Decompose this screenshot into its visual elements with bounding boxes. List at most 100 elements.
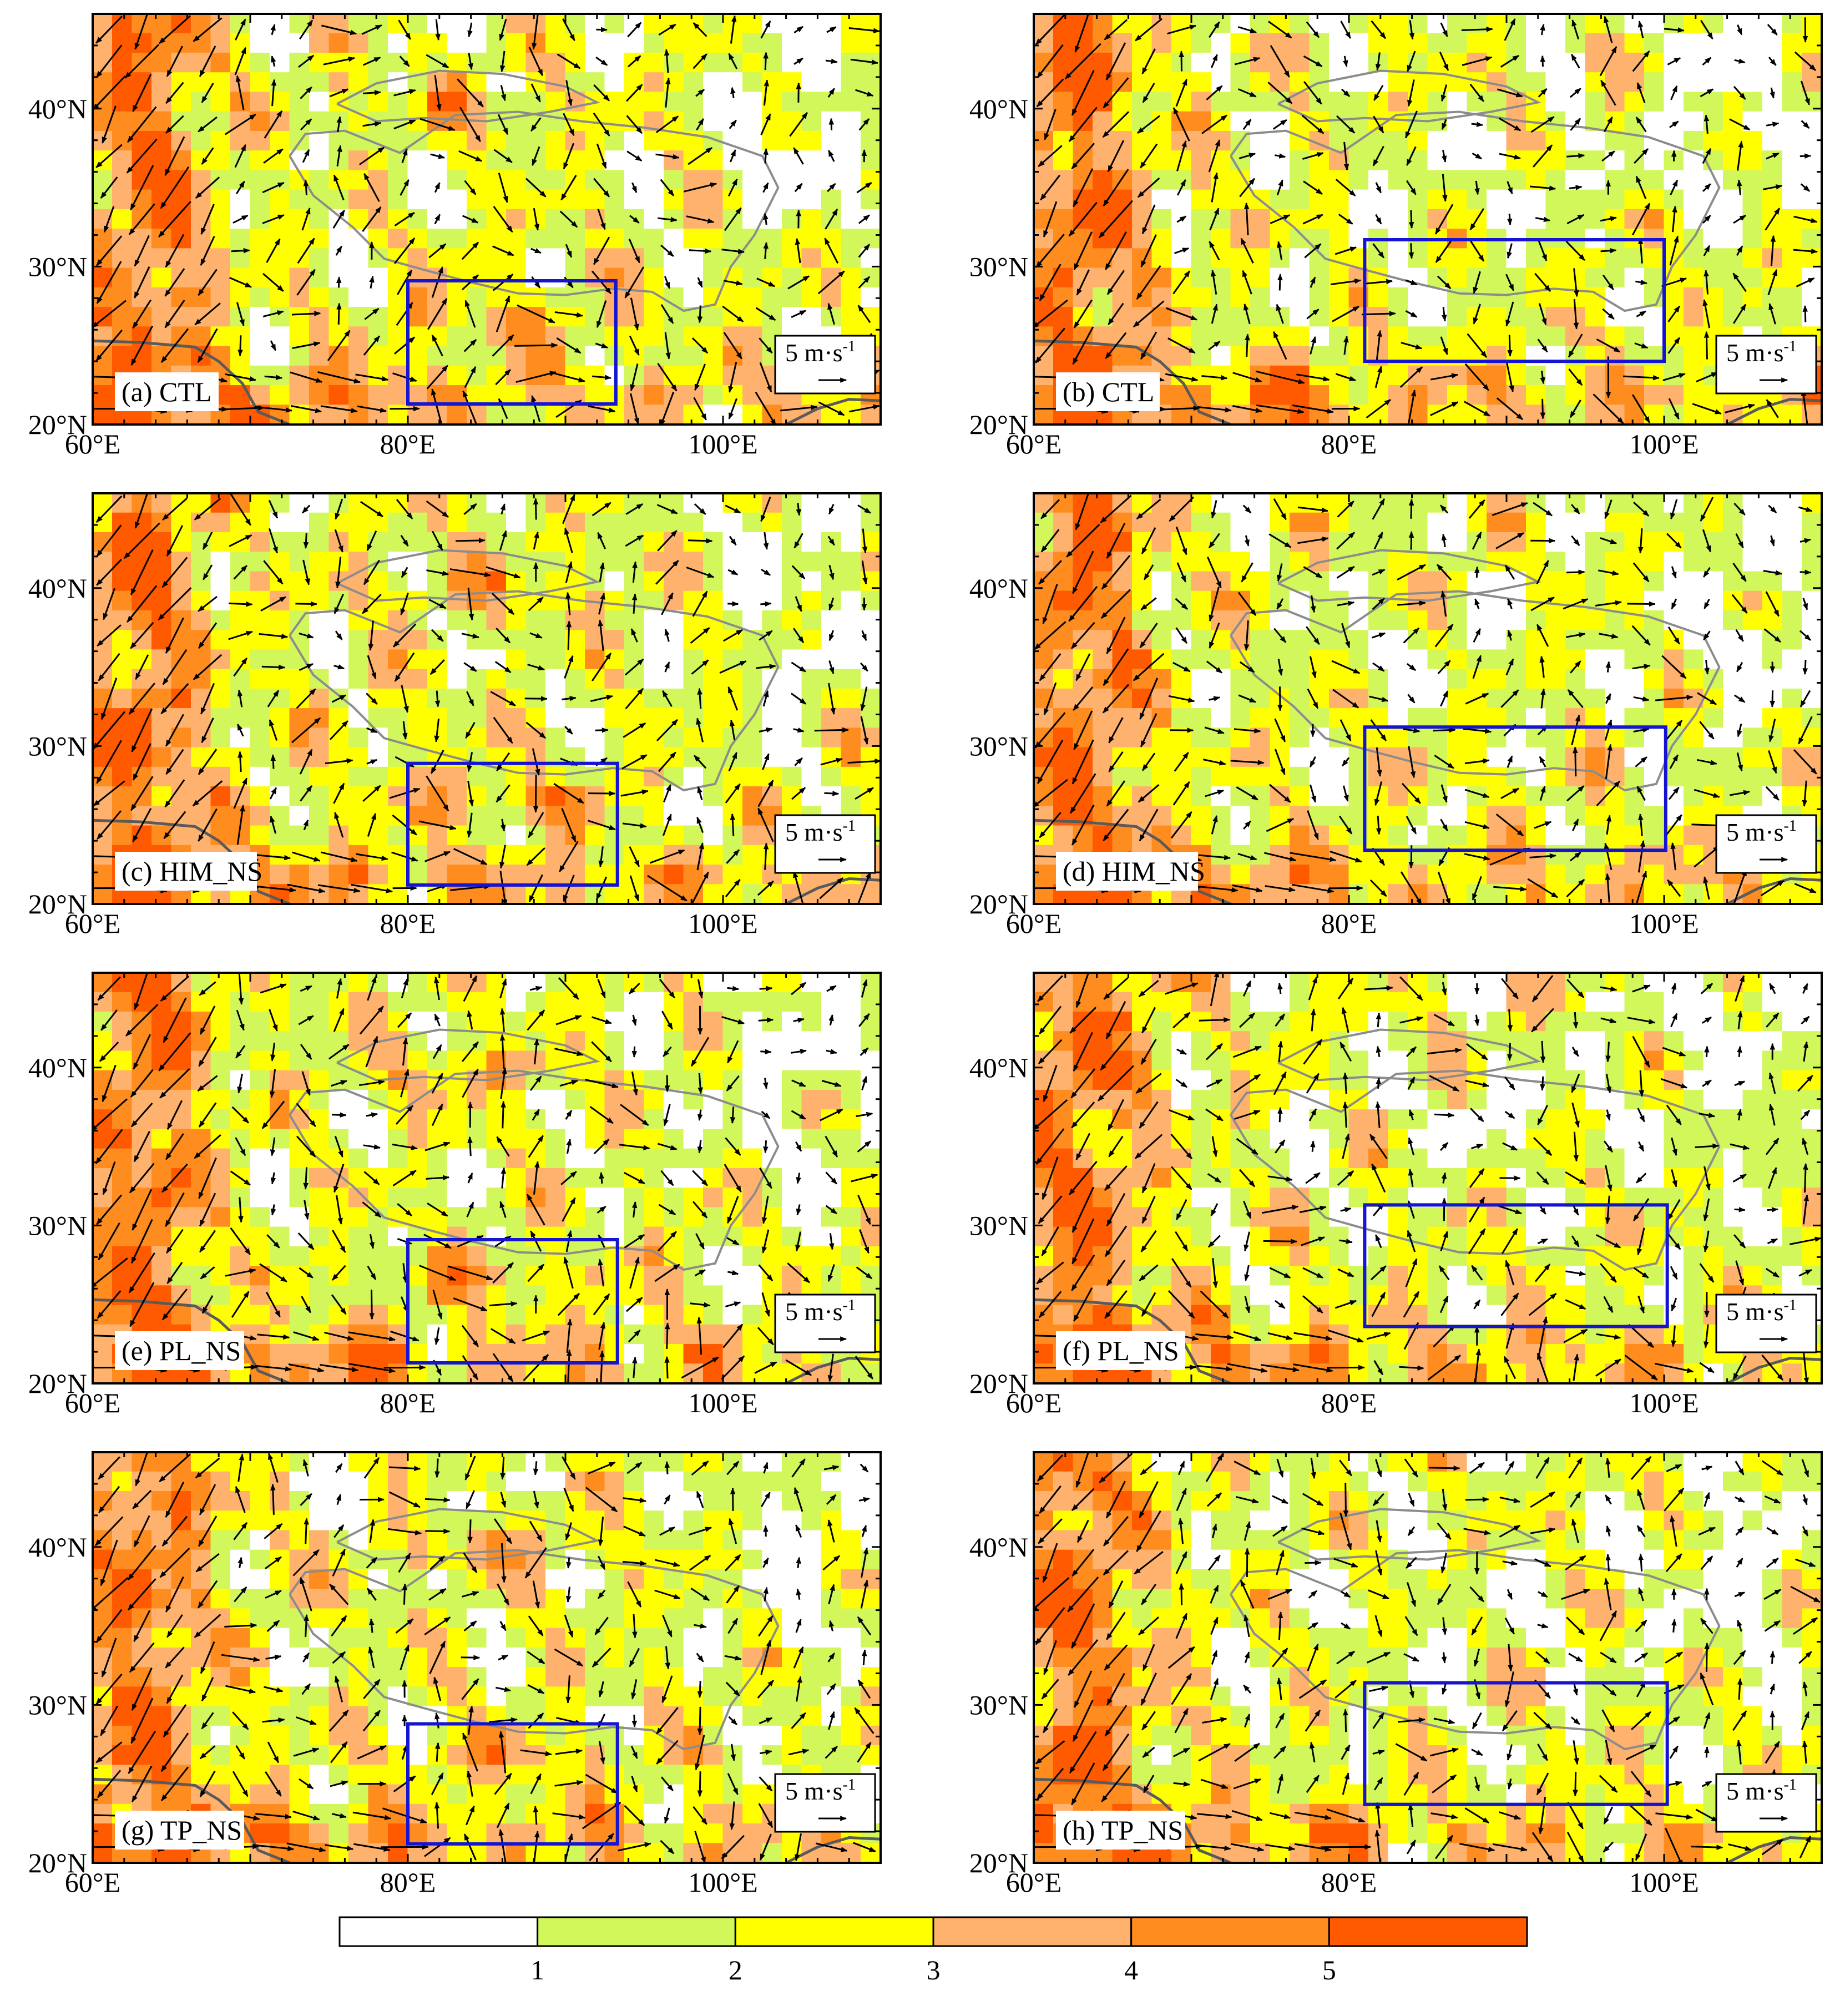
reference-vector-legend: 5 m·s-1 xyxy=(1715,814,1817,874)
reference-vector-legend: 5 m·s-1 xyxy=(1715,335,1817,395)
reference-vector-legend: 5 m·s-1 xyxy=(1715,1773,1817,1833)
colorbar-segment xyxy=(537,1916,736,1947)
focus-region-box xyxy=(1363,725,1667,852)
plateau-contour xyxy=(289,590,780,792)
coastline xyxy=(785,1836,881,1863)
lon-tick-label: 100°E xyxy=(1629,428,1699,459)
map-panel-c: 60°E 80°E 100°E 20°N 30°N 40°N (c) HIM_NS 5 m·s… xyxy=(28,492,882,939)
lon-tick-label: 60°E xyxy=(65,1387,121,1418)
coastline xyxy=(785,877,881,904)
map-panel-b: 60°E 80°E 100°E 20°N 30°N 40°N (b) CTL 5 m·s-1 xyxy=(969,13,1823,459)
lat-tick-label: 20°N xyxy=(969,1847,1028,1878)
focus-region-box xyxy=(406,1238,619,1365)
focus-region-box xyxy=(406,761,619,887)
focus-region-box xyxy=(406,279,618,406)
coastline xyxy=(785,397,881,425)
panel-label: (f) PL_NS xyxy=(1056,1331,1185,1370)
lon-tick-label: 60°E xyxy=(65,428,121,459)
lat-tick-label: 30°N xyxy=(28,1210,87,1241)
focus-region-box xyxy=(1363,1681,1669,1806)
colorbar-tick-label: 2 xyxy=(729,1954,742,1985)
colorbar-tick-label: 5 xyxy=(1322,1954,1336,1985)
focus-region-box xyxy=(406,1722,619,1846)
lon-tick-label: 60°E xyxy=(1006,1867,1062,1898)
lon-tick-label: 80°E xyxy=(380,908,436,939)
basin-contour xyxy=(1277,1508,1541,1561)
lon-tick-label: 100°E xyxy=(688,908,758,939)
lon-tick-label: 100°E xyxy=(1629,1867,1699,1898)
svg-text:(c) HIM_NS: (c) HIM_NS xyxy=(122,856,262,887)
coastline xyxy=(785,1356,881,1383)
lon-tick-label: 60°E xyxy=(1006,908,1062,939)
lat-tick-label: 40°N xyxy=(969,93,1028,124)
coastline xyxy=(93,1777,290,1863)
reference-vector-label: 5 m·s-1 xyxy=(1726,1776,1797,1805)
lat-tick-label: 30°N xyxy=(28,730,87,761)
lon-tick-label: 80°E xyxy=(1321,1387,1377,1418)
lat-tick-label: 20°N xyxy=(28,888,87,919)
lat-tick-label: 40°N xyxy=(28,93,87,124)
colorbar: 1 2 3 4 5 xyxy=(338,1916,1528,1985)
panel-frame xyxy=(1033,1451,1823,1864)
panel-label: (a) CTL xyxy=(115,372,219,411)
svg-text:(a) CTL: (a) CTL xyxy=(122,376,211,407)
lat-tick-label: 40°N xyxy=(28,1052,87,1083)
lon-tick-label: 100°E xyxy=(688,428,758,459)
lat-tick-label: 20°N xyxy=(969,409,1028,440)
lat-tick-label: 30°N xyxy=(28,1689,87,1720)
lat-tick-label: 20°N xyxy=(28,1847,87,1878)
map-panel-g: 60°E 80°E 100°E 20°N 30°N 40°N (g) TP_NS 5 m·s-… xyxy=(28,1451,882,1898)
map-panel-a: 60°E 80°E 100°E 20°N 30°N 40°N (a) CTL 5 m·s-1 xyxy=(28,13,882,459)
coastline xyxy=(1726,1356,1822,1383)
reference-vector-label: 5 m·s-1 xyxy=(785,338,856,367)
coastline xyxy=(1726,877,1822,904)
lat-tick-label: 30°N xyxy=(969,1210,1028,1241)
basin-contour xyxy=(1277,69,1541,123)
lon-tick-label: 80°E xyxy=(380,428,436,459)
lon-tick-label: 80°E xyxy=(380,1387,436,1418)
map-panel-h: 60°E 80°E 100°E 20°N 30°N 40°N (h) TP_NS 5 m·s-… xyxy=(969,1451,1823,1898)
basin-contour xyxy=(336,1028,600,1082)
colorbar-tick-label: 3 xyxy=(927,1954,941,1985)
panel-label: (g) TP_NS xyxy=(115,1811,244,1850)
panel-frame xyxy=(1033,492,1823,905)
colorbar-segment xyxy=(338,1916,539,1947)
colorbar-segment xyxy=(734,1916,934,1947)
basin-contour xyxy=(1277,1028,1541,1082)
lat-tick-label: 30°N xyxy=(969,251,1028,282)
coastline xyxy=(93,339,290,425)
lat-tick-label: 40°N xyxy=(969,573,1028,604)
shaded-field xyxy=(1034,1452,1822,1863)
basin-contour xyxy=(336,69,600,123)
lat-tick-label: 30°N xyxy=(28,251,87,282)
panel-frame xyxy=(92,492,882,905)
panel-label: (e) PL_NS xyxy=(115,1331,244,1370)
colorbar-segment xyxy=(1130,1916,1330,1947)
map-panel-d: 60°E 80°E 100°E 20°N 30°N 40°N (d) HIM_NS 5 m·s… xyxy=(969,492,1823,939)
reference-vector-legend: 5 m·s-1 xyxy=(1715,1294,1817,1353)
lon-tick-label: 100°E xyxy=(1629,1387,1699,1418)
panel-frame xyxy=(92,1451,882,1864)
coastline xyxy=(1034,818,1231,904)
panel-label: (b) CTL xyxy=(1056,372,1160,411)
panel-frame xyxy=(92,13,882,426)
colorbar-segment xyxy=(932,1916,1133,1947)
map-panel-e: 60°E 80°E 100°E 20°N 30°N 40°N (e) PL_NS 5 m·s-… xyxy=(28,972,882,1418)
lat-tick-label: 40°N xyxy=(969,1532,1028,1563)
lat-tick-label: 40°N xyxy=(28,1532,87,1563)
lat-tick-label: 40°N xyxy=(28,573,87,604)
wind-vectors xyxy=(1034,1452,1821,1863)
reference-vector-legend: 5 m·s-1 xyxy=(774,1773,876,1833)
coastline xyxy=(93,818,290,904)
lon-tick-label: 80°E xyxy=(1321,1867,1377,1898)
lat-tick-label: 20°N xyxy=(969,888,1028,919)
focus-region-box xyxy=(1363,1203,1669,1328)
colorbar-tick-label: 1 xyxy=(530,1954,544,1985)
lat-tick-label: 40°N xyxy=(969,1052,1028,1083)
basin-contour xyxy=(336,549,600,602)
wind-vectors xyxy=(1034,973,1822,1383)
panel-label: (d) HIM_NS xyxy=(1056,852,1205,891)
coastline xyxy=(1726,397,1822,425)
lon-tick-label: 60°E xyxy=(1006,1387,1062,1418)
plateau-contour xyxy=(289,1069,780,1271)
